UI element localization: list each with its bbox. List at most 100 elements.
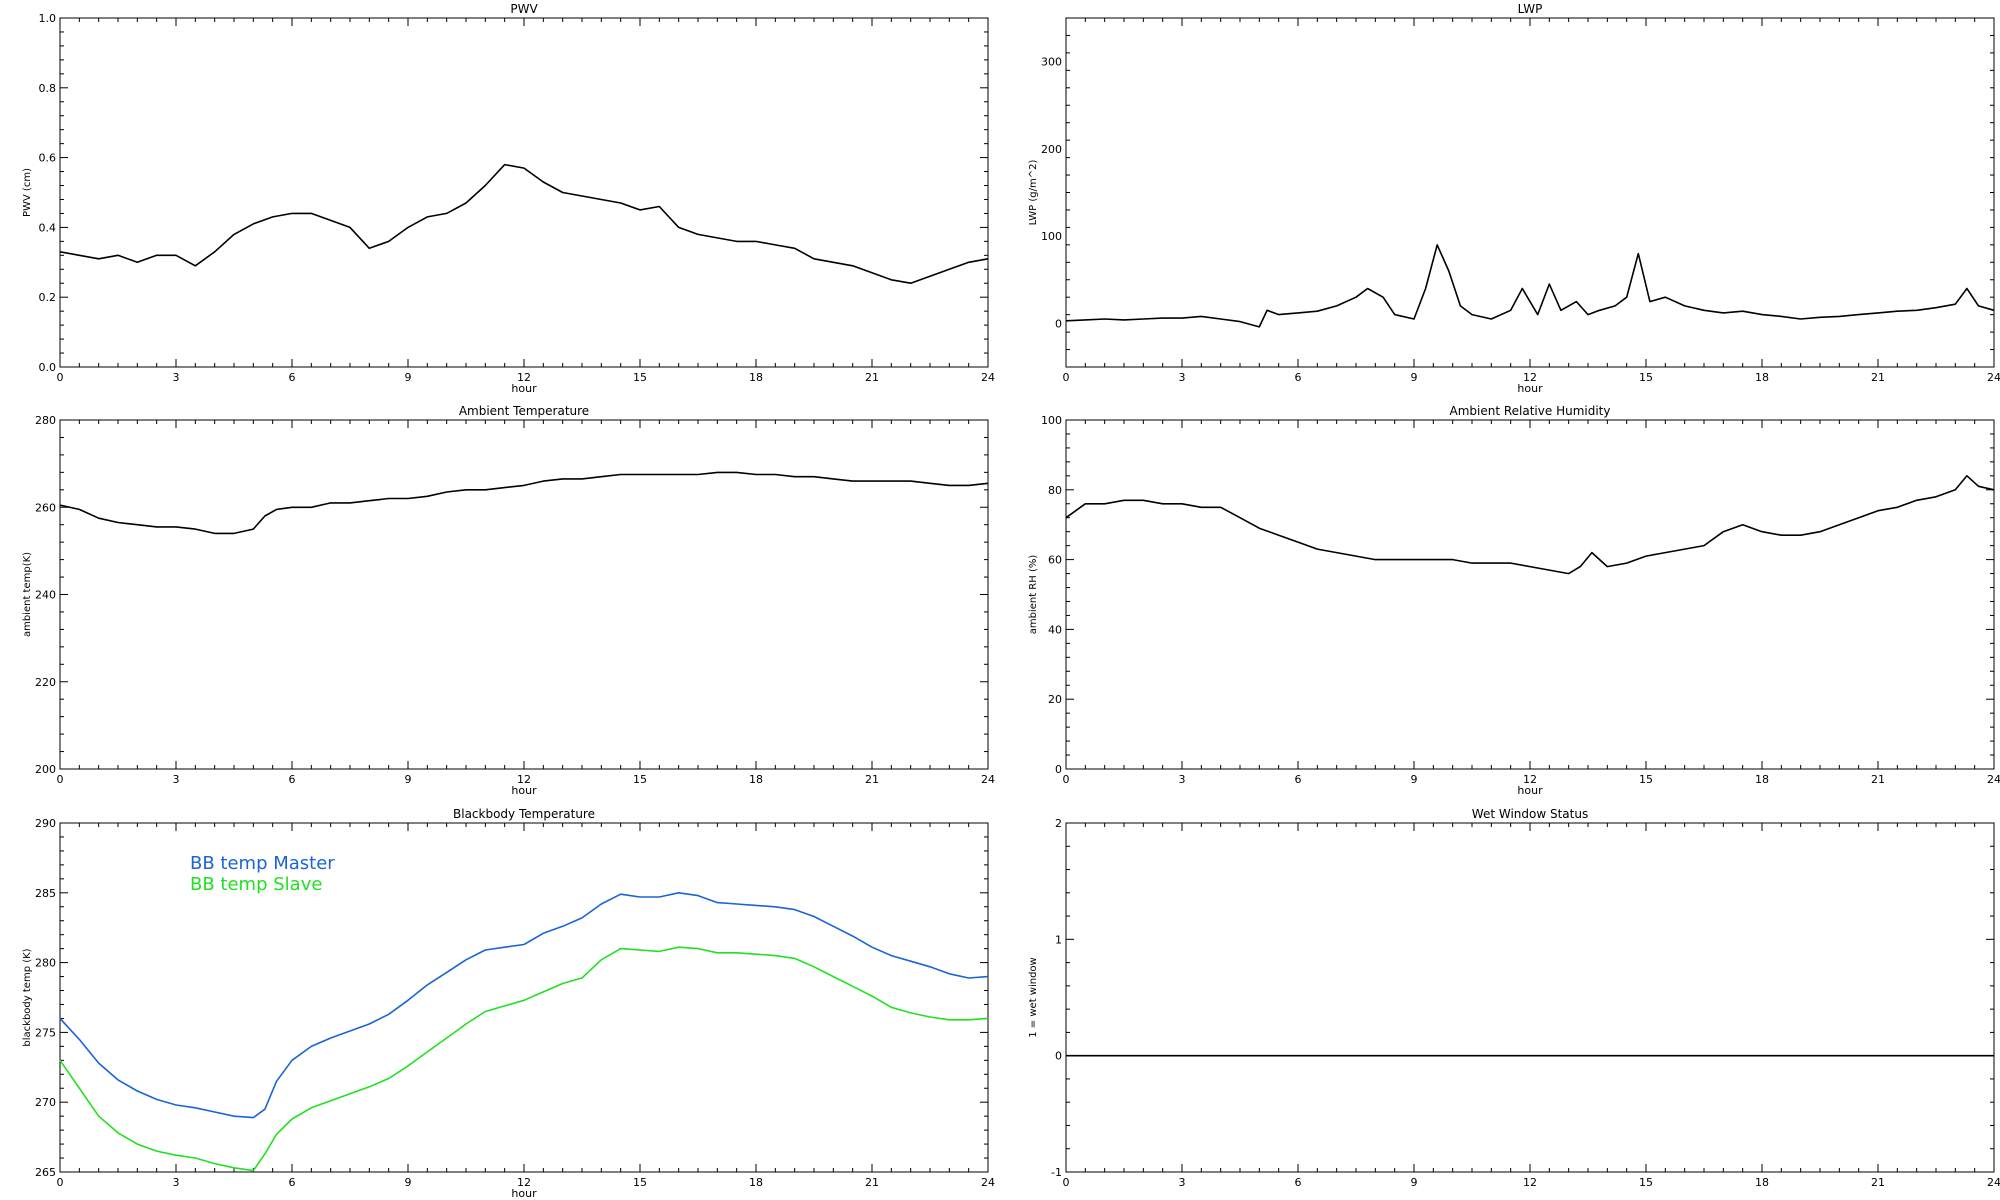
lwp-x-tick-label: 15 bbox=[1639, 371, 1653, 384]
lwp-x-axis-label: hour bbox=[1517, 382, 1543, 395]
ambient-rh-plot-frame bbox=[1065, 419, 1995, 770]
pwv-y-tick-label: 0.4 bbox=[39, 221, 57, 234]
pwv-y-tick-label: 0.6 bbox=[39, 152, 57, 165]
ambient-temp-x-tick-label: 24 bbox=[981, 773, 995, 786]
wet-window-y-tick-label: 0 bbox=[1055, 1050, 1062, 1063]
blackbody-temp-title: Blackbody Temperature bbox=[453, 807, 595, 821]
pwv-y-axis-label: PWV (cm) bbox=[22, 168, 33, 217]
ambient-rh-x-tick-label: 0 bbox=[1063, 773, 1070, 786]
lwp-x-tick-label: 0 bbox=[1063, 371, 1070, 384]
ambient-temp-title: Ambient Temperature bbox=[459, 404, 589, 418]
ambient-temp-x-tick-label: 21 bbox=[865, 773, 879, 786]
ambient-rh-y-tick-label: 100 bbox=[1041, 414, 1062, 427]
pwv-x-tick-label: 24 bbox=[981, 371, 995, 384]
ambient-rh-series-line bbox=[1065, 474, 1995, 575]
ambient-temp-y-tick-label: 220 bbox=[35, 676, 56, 689]
lwp-title: LWP bbox=[1518, 2, 1543, 16]
ambient-rh-title: Ambient Relative Humidity bbox=[1450, 404, 1611, 418]
lwp-x-tick-label: 9 bbox=[1411, 371, 1418, 384]
ambient-rh-x-tick-label: 6 bbox=[1295, 773, 1302, 786]
ambient-rh-x-tick-label: 24 bbox=[1987, 773, 2000, 786]
lwp-y-tick-label: 300 bbox=[1041, 56, 1062, 69]
blackbody-temp-y-tick-label: 265 bbox=[35, 1166, 56, 1179]
pwv-x-tick-label: 15 bbox=[633, 371, 647, 384]
blackbody-temp-x-tick-label: 0 bbox=[57, 1176, 64, 1189]
blackbody-temp-x-tick-label: 24 bbox=[981, 1176, 995, 1189]
ambient-temp-x-tick-label: 12 bbox=[517, 773, 531, 786]
blackbody-temp-x-tick-label: 9 bbox=[405, 1176, 412, 1189]
pwv-y-tick-label: 0.2 bbox=[39, 291, 57, 304]
wet-window-x-tick-label: 15 bbox=[1639, 1176, 1653, 1189]
blackbody-temp-legend-entry: BB temp Slave bbox=[190, 874, 322, 895]
blackbody-temp-y-tick-label: 280 bbox=[35, 957, 56, 970]
ambient-temp-series-line bbox=[59, 471, 989, 535]
ambient-rh-y-tick-label: 60 bbox=[1048, 554, 1062, 567]
wet-window-x-tick-label: 9 bbox=[1411, 1176, 1418, 1189]
wet-window-title: Wet Window Status bbox=[1472, 807, 1588, 821]
blackbody-temp-series-line-bb-temp-master bbox=[59, 891, 989, 1119]
blackbody-temp-x-tick-label: 6 bbox=[289, 1176, 296, 1189]
blackbody-temp-x-axis-label: hour bbox=[511, 1187, 537, 1200]
wet-window-x-tick-label: 0 bbox=[1063, 1176, 1070, 1189]
ambient-temp-x-tick-label: 18 bbox=[749, 773, 763, 786]
pwv-y-tick-label: 0.0 bbox=[39, 361, 57, 374]
ambient-rh-y-axis-label: ambient RH (%) bbox=[1028, 555, 1039, 635]
ambient-rh-x-tick-label: 3 bbox=[1179, 773, 1186, 786]
ambient-rh-y-tick-label: 0 bbox=[1055, 763, 1062, 776]
lwp-x-tick-label: 12 bbox=[1523, 371, 1537, 384]
pwv-x-tick-label: 0 bbox=[57, 371, 64, 384]
wet-window-x-tick-label: 3 bbox=[1179, 1176, 1186, 1189]
wet-window-y-tick-label: -1 bbox=[1051, 1166, 1062, 1179]
pwv-y-tick-label: 1.0 bbox=[39, 12, 57, 25]
lwp-x-tick-label: 18 bbox=[1755, 371, 1769, 384]
ambient-temp-y-tick-label: 200 bbox=[35, 763, 56, 776]
ambient-temp-y-tick-label: 280 bbox=[35, 414, 56, 427]
pwv-x-tick-label: 18 bbox=[749, 371, 763, 384]
ambient-temp-chart: Ambient Temperature 0 3 6 9 12 15 18 21 24 hour 200… bbox=[22, 404, 995, 797]
blackbody-temp-y-tick-label: 270 bbox=[35, 1096, 56, 1109]
pwv-x-tick-label: 6 bbox=[289, 371, 296, 384]
ambient-temp-x-tick-label: 0 bbox=[57, 773, 64, 786]
ambient-rh-y-tick-label: 80 bbox=[1048, 484, 1062, 497]
lwp-x-tick-label: 21 bbox=[1871, 371, 1885, 384]
pwv-title: PWV bbox=[510, 2, 538, 16]
wet-window-plot-frame bbox=[1065, 822, 1995, 1173]
ambient-temp-x-axis-label: hour bbox=[511, 784, 537, 797]
lwp-y-tick-label: 200 bbox=[1041, 143, 1062, 156]
lwp-x-tick-label: 3 bbox=[1179, 371, 1186, 384]
pwv-x-tick-label: 3 bbox=[173, 371, 180, 384]
blackbody-temp-x-tick-label: 12 bbox=[517, 1176, 531, 1189]
wet-window-x-tick-label: 6 bbox=[1295, 1176, 1302, 1189]
lwp-series-line bbox=[1065, 244, 1995, 328]
wet-window-y-tick-label: 1 bbox=[1055, 933, 1062, 946]
pwv-x-tick-label: 12 bbox=[517, 371, 531, 384]
ambient-rh-x-tick-label: 21 bbox=[1871, 773, 1885, 786]
blackbody-temp-y-tick-label: 275 bbox=[35, 1026, 56, 1039]
ambient-rh-y-tick-label: 20 bbox=[1048, 693, 1062, 706]
pwv-y-tick-label: 0.8 bbox=[39, 82, 57, 95]
lwp-y-tick-label: 100 bbox=[1041, 230, 1062, 243]
blackbody-temp-y-tick-label: 290 bbox=[35, 817, 56, 830]
ambient-temp-x-tick-label: 9 bbox=[405, 773, 412, 786]
pwv-chart: PWV 0 3 6 9 12 15 18 21 24 hour 0.0 0.2 0.4 0.6 0.8 1.0 P… bbox=[22, 2, 995, 395]
ambient-temp-x-tick-label: 15 bbox=[633, 773, 647, 786]
ambient-rh-x-tick-label: 9 bbox=[1411, 773, 1418, 786]
wet-window-x-tick-label: 18 bbox=[1755, 1176, 1769, 1189]
ambient-rh-x-tick-label: 12 bbox=[1523, 773, 1537, 786]
lwp-x-tick-label: 24 bbox=[1987, 371, 2000, 384]
blackbody-temp-legend-entry: BB temp Master bbox=[190, 853, 335, 874]
pwv-series-line bbox=[59, 163, 989, 285]
lwp-x-tick-label: 6 bbox=[1295, 371, 1302, 384]
ambient-rh-y-tick-label: 40 bbox=[1048, 623, 1062, 636]
ambient-temp-plot-frame bbox=[59, 419, 989, 770]
blackbody-temp-series-line-bb-temp-slave bbox=[59, 946, 989, 1172]
wet-window-x-tick-label: 12 bbox=[1523, 1176, 1537, 1189]
ambient-rh-x-axis-label: hour bbox=[1517, 784, 1543, 797]
ambient-rh-chart: Ambient Relative Humidity 0 3 6 9 12 15 18 21 24 h… bbox=[1028, 404, 2000, 797]
ambient-rh-x-tick-label: 15 bbox=[1639, 773, 1653, 786]
ambient-temp-x-tick-label: 6 bbox=[289, 773, 296, 786]
wet-window-y-tick-label: 2 bbox=[1055, 817, 1062, 830]
wet-window-x-tick-label: 21 bbox=[1871, 1176, 1885, 1189]
